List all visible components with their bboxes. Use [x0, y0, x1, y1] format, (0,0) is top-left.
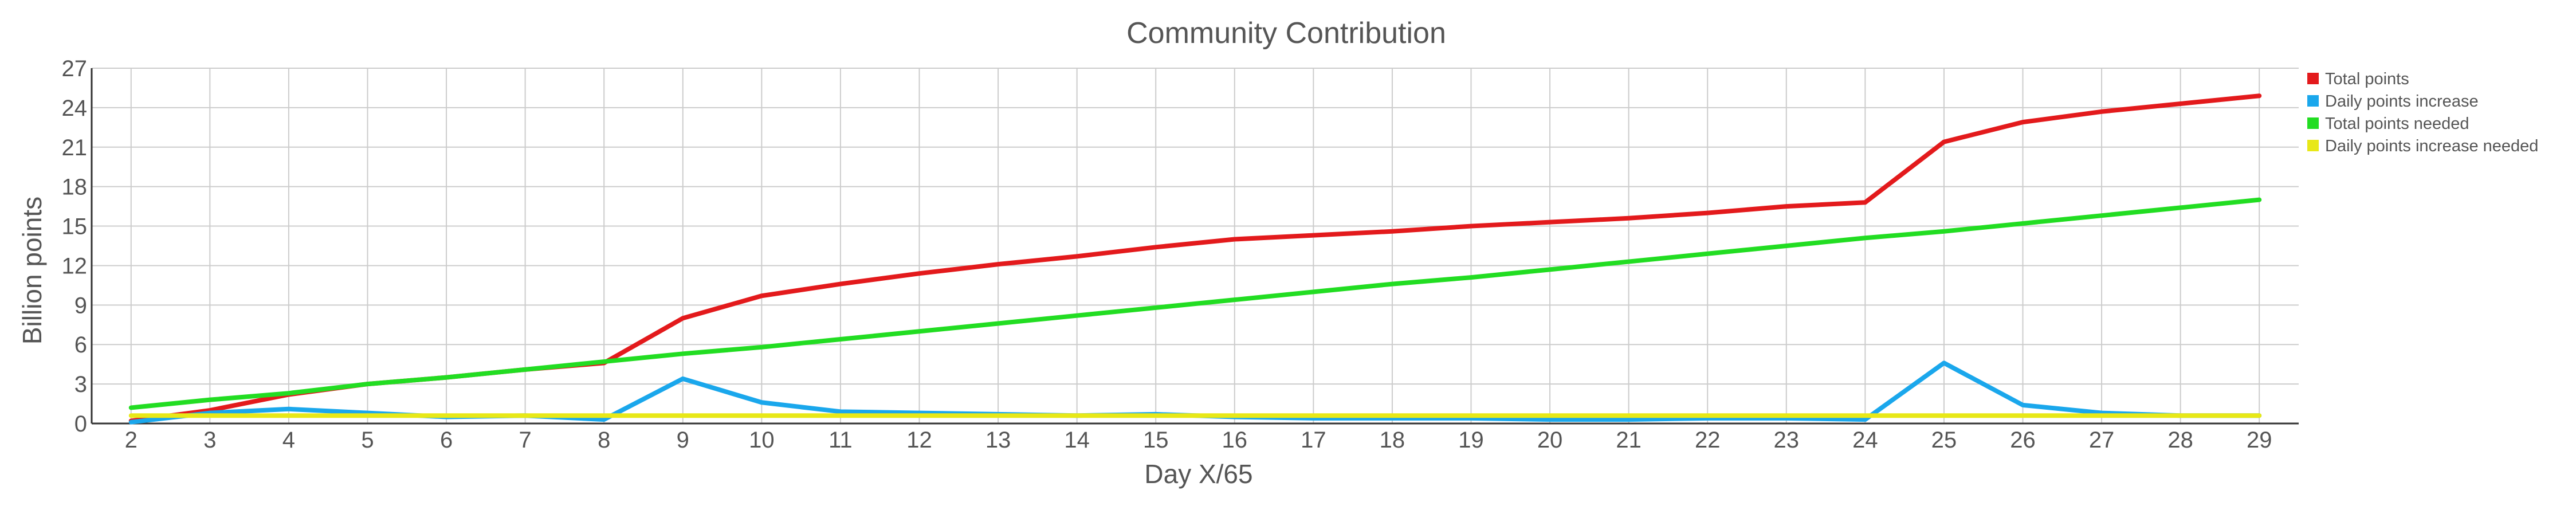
- y-tick-label: 27: [62, 56, 88, 81]
- y-tick-label: 3: [74, 372, 87, 397]
- grid: [92, 68, 2299, 424]
- series-line-1: [128, 93, 2262, 423]
- y-tick-label: 15: [62, 214, 88, 240]
- x-tick-label: 9: [677, 427, 689, 453]
- y-axis-title: Billion points: [17, 197, 47, 344]
- x-tick-label: 8: [598, 427, 610, 453]
- x-tick-label: 2: [125, 427, 138, 453]
- x-tick-label: 25: [1931, 427, 1957, 453]
- legend-swatch: [2307, 140, 2319, 151]
- x-tick-label: 6: [440, 427, 453, 453]
- x-tick-label: 4: [282, 427, 295, 453]
- y-axis-ticks: 0 3 6 9 12 15 18 21 24 27: [62, 56, 88, 437]
- legend-label: Total points: [2325, 70, 2409, 88]
- y-tick-label: 6: [74, 332, 87, 358]
- y-tick-label: 12: [62, 253, 88, 279]
- x-tick-label: 26: [2010, 427, 2036, 453]
- x-tick-label: 29: [2247, 427, 2272, 453]
- x-tick-label: 7: [519, 427, 532, 453]
- x-tick-label: 18: [1380, 427, 1405, 453]
- legend-label: Daily points increase: [2325, 92, 2479, 111]
- x-tick-label: 19: [1458, 427, 1484, 453]
- x-tick-label: 3: [203, 427, 216, 453]
- x-tick-label: 13: [985, 427, 1011, 453]
- chart-title: Community Contribution: [1126, 17, 1446, 50]
- legend-swatch: [2307, 73, 2319, 84]
- x-tick-label: 12: [906, 427, 932, 453]
- x-tick-label: 20: [1537, 427, 1563, 453]
- legend-swatch: [2307, 95, 2319, 107]
- axes: [91, 68, 2299, 425]
- y-tick-label: 24: [62, 96, 88, 121]
- x-tick-label: 16: [1222, 427, 1248, 453]
- series-lines: [128, 93, 2262, 425]
- series-line-2: [128, 360, 2262, 425]
- legend-swatch: [2307, 117, 2319, 129]
- series-line-3: [128, 197, 2262, 410]
- y-tick-label: 9: [74, 293, 87, 318]
- x-tick-label: 24: [1852, 427, 1878, 453]
- x-tick-label: 17: [1301, 427, 1326, 453]
- x-tick-label: 27: [2089, 427, 2115, 453]
- x-tick-label: 14: [1064, 427, 1090, 453]
- x-axis-ticks: 2 3 4 5 6 7 8 9 10 11 12 13 14 15 16 17 18 19 20 21 22 23 24 25…: [125, 427, 2272, 453]
- legend-label: Total points needed: [2325, 115, 2469, 133]
- y-tick-label: 21: [62, 135, 88, 160]
- x-tick-label: 21: [1616, 427, 1642, 453]
- y-tick-label: 0: [74, 411, 87, 437]
- x-tick-label: 10: [749, 427, 775, 453]
- legend: Total points Daily points increase Total p…: [2307, 70, 2538, 155]
- legend-label: Daily points increase needed: [2325, 137, 2538, 155]
- x-tick-label: 15: [1143, 427, 1169, 453]
- x-tick-label: 28: [2167, 427, 2193, 453]
- y-tick-label: 18: [62, 175, 88, 200]
- x-axis-title: Day X/65: [1144, 459, 1252, 489]
- x-tick-label: 22: [1695, 427, 1721, 453]
- x-tick-label: 11: [828, 427, 853, 453]
- x-tick-label: 23: [1774, 427, 1800, 453]
- x-tick-label: 5: [361, 427, 374, 453]
